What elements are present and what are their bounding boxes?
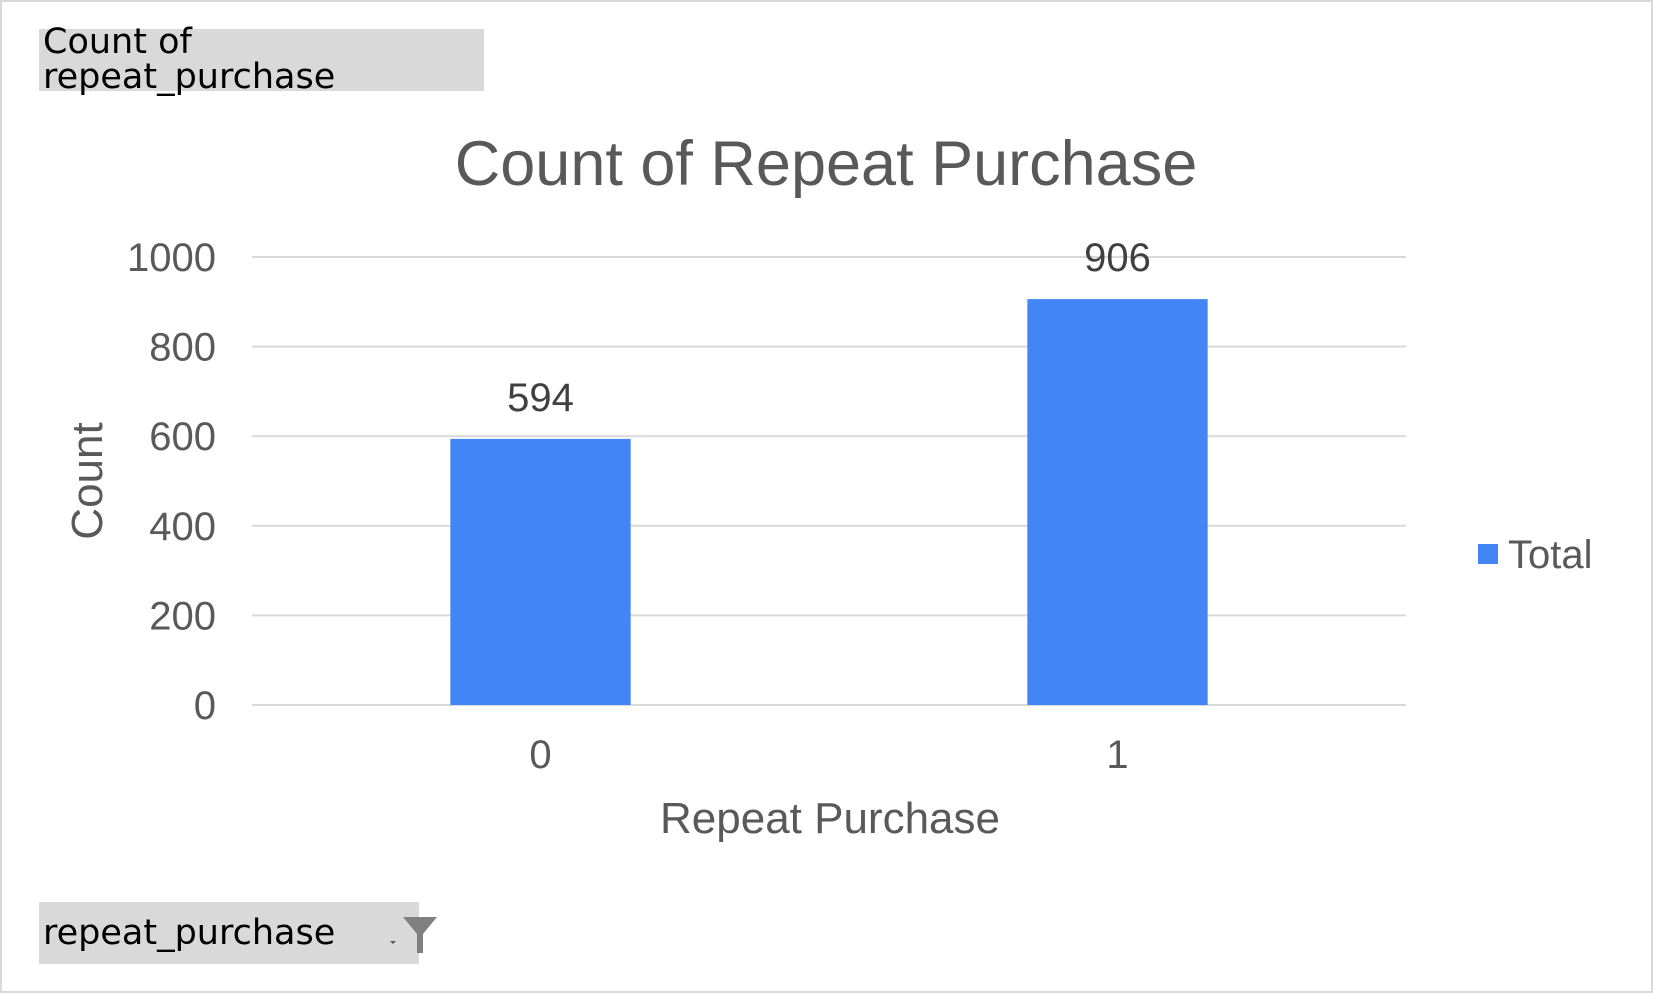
x-axis-title: Repeat Purchase bbox=[660, 794, 1000, 843]
bar bbox=[1027, 299, 1208, 705]
axis-field-button[interactable]: repeat_purchase bbox=[39, 902, 437, 964]
legend-swatch bbox=[1478, 544, 1498, 564]
y-tick-label: 600 bbox=[149, 415, 216, 459]
chevron-down-icon[interactable] bbox=[386, 935, 400, 947]
gridlines bbox=[252, 256, 1406, 706]
y-tick-label: 800 bbox=[149, 326, 216, 370]
value-field-label: Count of repeat_purchase bbox=[43, 22, 336, 97]
y-tick-label: 400 bbox=[149, 505, 216, 549]
bar-series bbox=[450, 299, 1208, 705]
value-field-button[interactable]: Count of repeat_purchase bbox=[39, 25, 484, 95]
y-axis-title: Count bbox=[63, 422, 112, 539]
axis-field-label: repeat_purchase bbox=[43, 912, 336, 953]
bar bbox=[450, 438, 631, 705]
data-label: 906 bbox=[1084, 236, 1151, 280]
y-tick-label: 200 bbox=[149, 594, 216, 638]
data-label: 594 bbox=[507, 376, 574, 420]
filter-icon[interactable] bbox=[402, 915, 438, 955]
chart-title: Count of Repeat Purchase bbox=[455, 129, 1197, 199]
data-labels: 594 906 bbox=[507, 236, 1151, 420]
legend-label: Total bbox=[1508, 533, 1593, 577]
x-tick-label: 1 bbox=[1106, 733, 1128, 777]
y-axis-ticks: 0 200 400 600 800 1000 bbox=[127, 236, 216, 728]
legend: Total bbox=[1478, 533, 1593, 577]
y-tick-label: 0 bbox=[194, 684, 216, 728]
y-tick-label: 1000 bbox=[127, 236, 216, 280]
x-tick-label: 0 bbox=[529, 733, 551, 777]
